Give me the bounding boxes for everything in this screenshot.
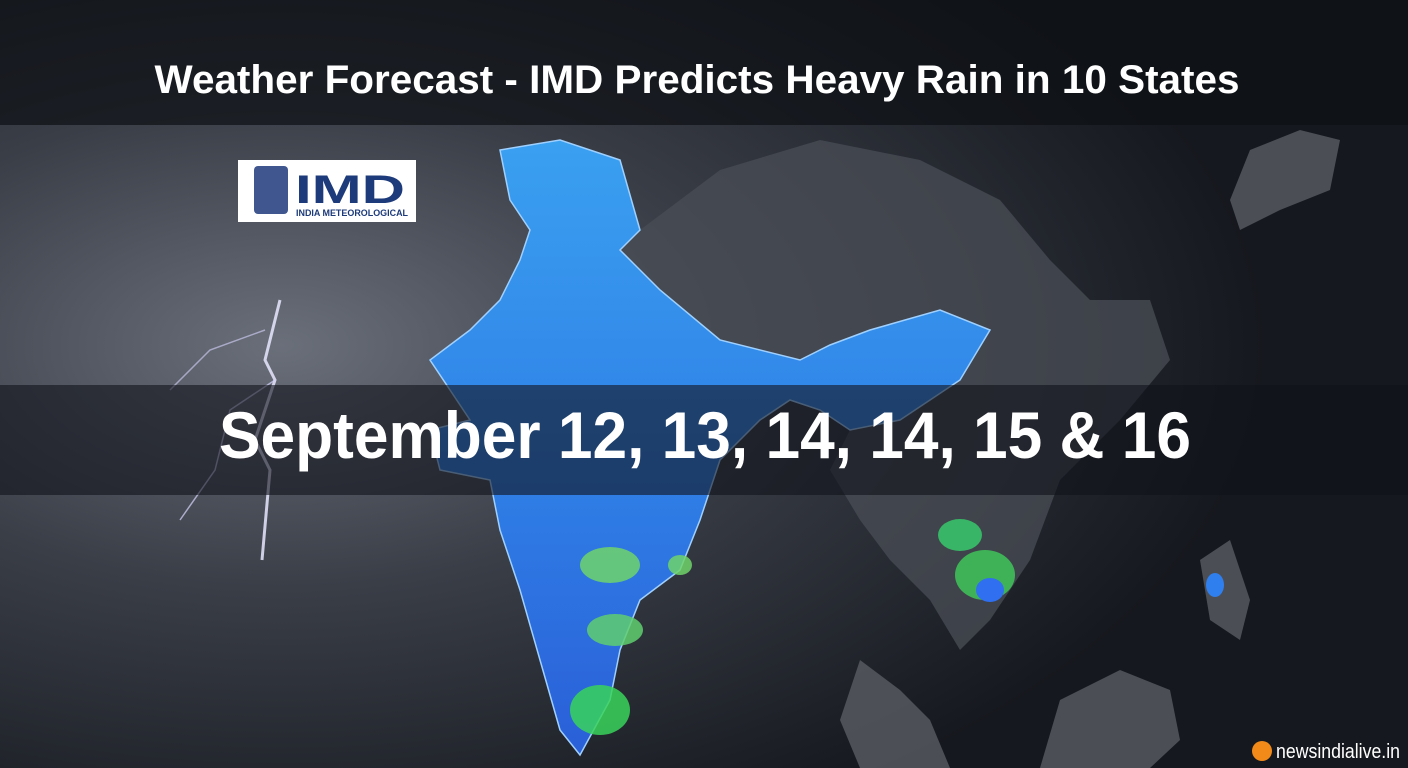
rain-area [938, 519, 982, 551]
land-mass [1230, 130, 1340, 230]
title: Weather Forecast - IMD Predicts Heavy Ra… [155, 58, 1240, 102]
watermark: newsindialive.in [1276, 741, 1400, 763]
land-mass [1040, 670, 1180, 768]
land-mass [840, 660, 950, 768]
rain-area [976, 578, 1004, 602]
date-banner: September 12, 13, 14, 14, 15 & 16 [219, 398, 1191, 472]
land-mass [620, 140, 1170, 650]
title-band [0, 0, 1408, 125]
logo-name: IMD [295, 168, 405, 212]
logo-subtitle: INDIA METEOROLOGICAL [296, 208, 408, 218]
lightning-branch [169, 329, 266, 391]
rain-area [570, 685, 630, 735]
land-mass [1200, 540, 1250, 640]
rain-area [1206, 573, 1224, 597]
rain-area [587, 614, 643, 646]
watermark-icon [1252, 741, 1272, 761]
date-band [0, 385, 1408, 495]
logo-emblem [254, 166, 288, 214]
rain-area [668, 555, 692, 575]
rain-area [580, 547, 640, 583]
